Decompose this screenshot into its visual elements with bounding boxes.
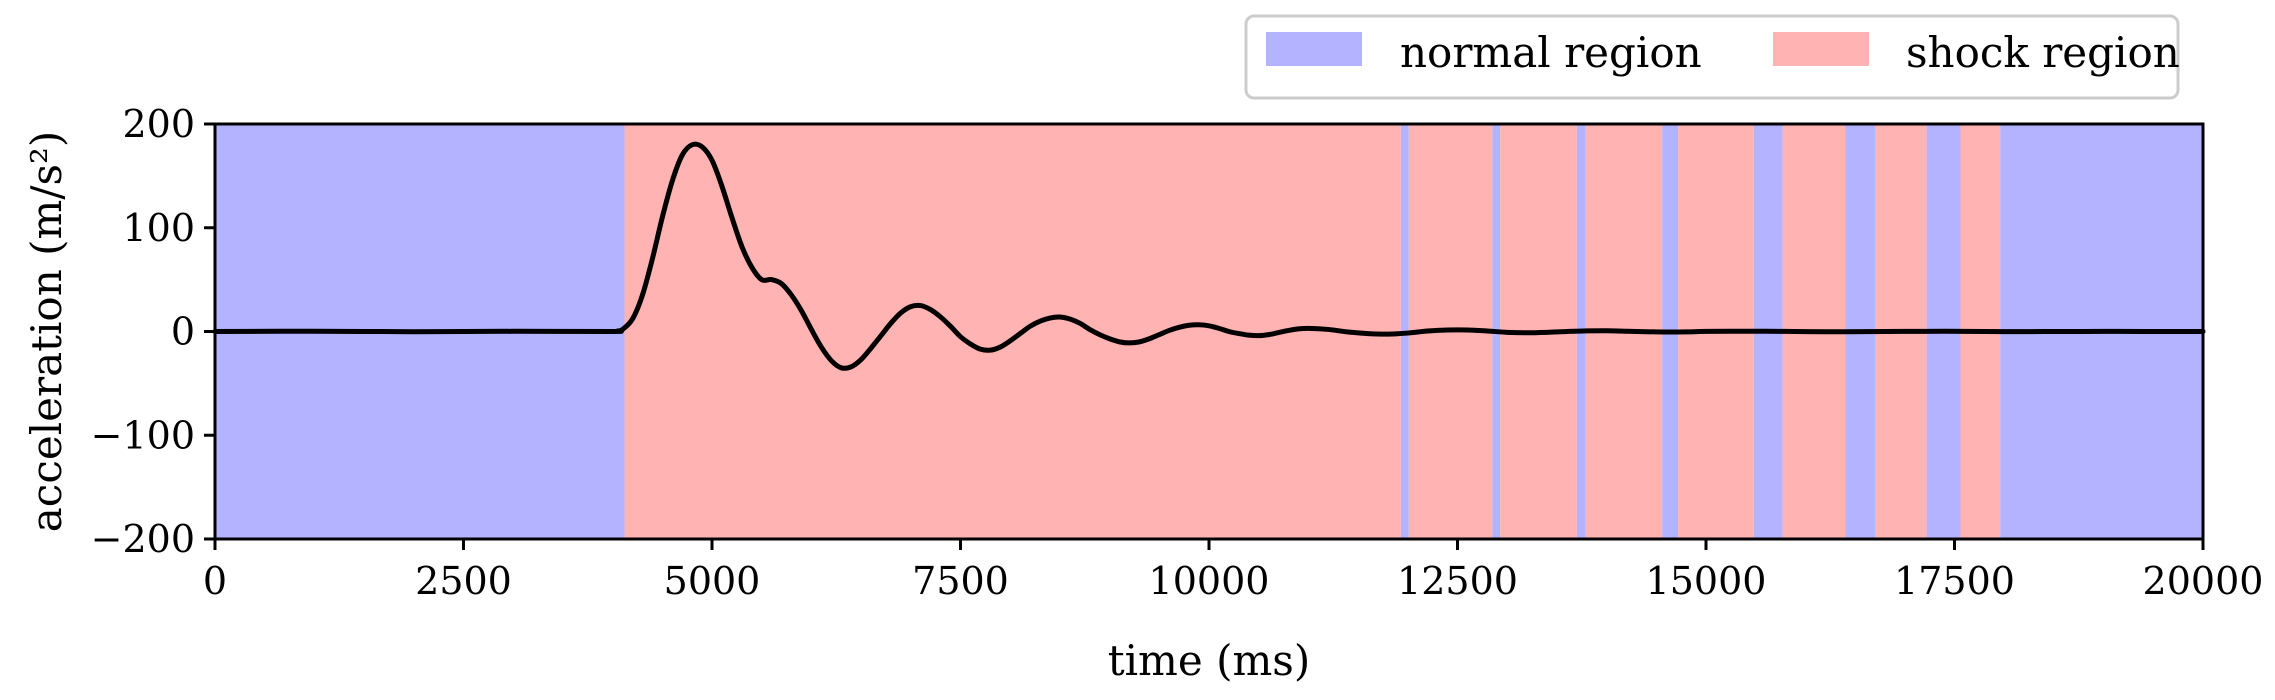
x-tick-label: 2500 — [415, 559, 512, 603]
y-axis-label: acceleration (m/s²) — [22, 131, 71, 532]
x-tick-label: 17500 — [1894, 559, 2015, 603]
legend-frame — [1244, 14, 2180, 100]
x-tick-label: 15000 — [1646, 559, 1767, 603]
legend-swatch-normal — [1266, 32, 1362, 66]
x-tick-label: 20000 — [2143, 559, 2264, 603]
acceleration-line — [212, 141, 2206, 371]
y-axis-ticks: 200 100 0 −100 −200 — [91, 102, 215, 561]
legend-swatch-shock — [1773, 32, 1869, 66]
x-tick-label: 12500 — [1397, 559, 1518, 603]
x-tick-label: 10000 — [1149, 559, 1270, 603]
y-tick-label: −100 — [91, 413, 195, 457]
x-tick-label: 0 — [203, 559, 227, 603]
y-tick-label: 0 — [171, 310, 195, 354]
x-tick-label: 7500 — [912, 559, 1009, 603]
region-shock-1 — [624, 124, 1401, 539]
x-axis-label: time (ms) — [1108, 636, 1311, 685]
y-tick-label: −200 — [91, 517, 195, 561]
y-tick-label: 200 — [122, 102, 195, 146]
legend-label-normal: normal region — [1400, 28, 1702, 77]
y-tick-label: 100 — [122, 206, 195, 250]
x-tick-label: 5000 — [664, 559, 761, 603]
legend-label-shock: shock region — [1906, 28, 2180, 77]
legend: normal region shock region — [1244, 14, 2180, 100]
x-axis-ticks: 0 2500 5000 7500 10000 12500 15000 17500 20000 — [203, 539, 2264, 603]
